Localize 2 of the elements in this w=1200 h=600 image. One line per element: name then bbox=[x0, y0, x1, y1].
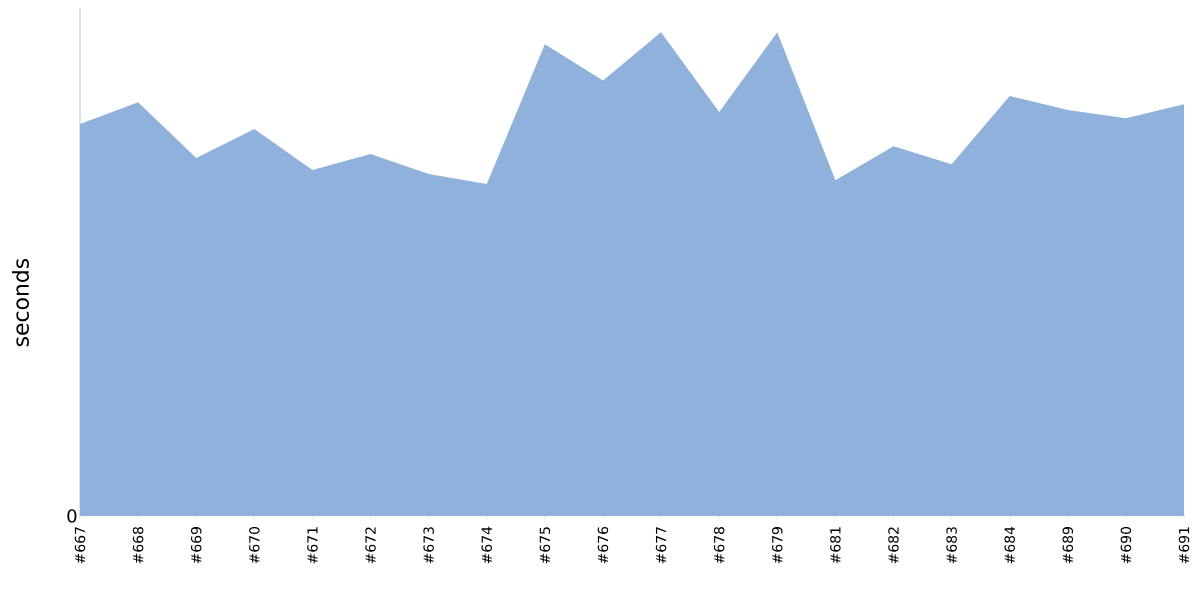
y-axis-title: seconds bbox=[11, 258, 29, 347]
annotation: 0 bbox=[67, 509, 77, 523]
